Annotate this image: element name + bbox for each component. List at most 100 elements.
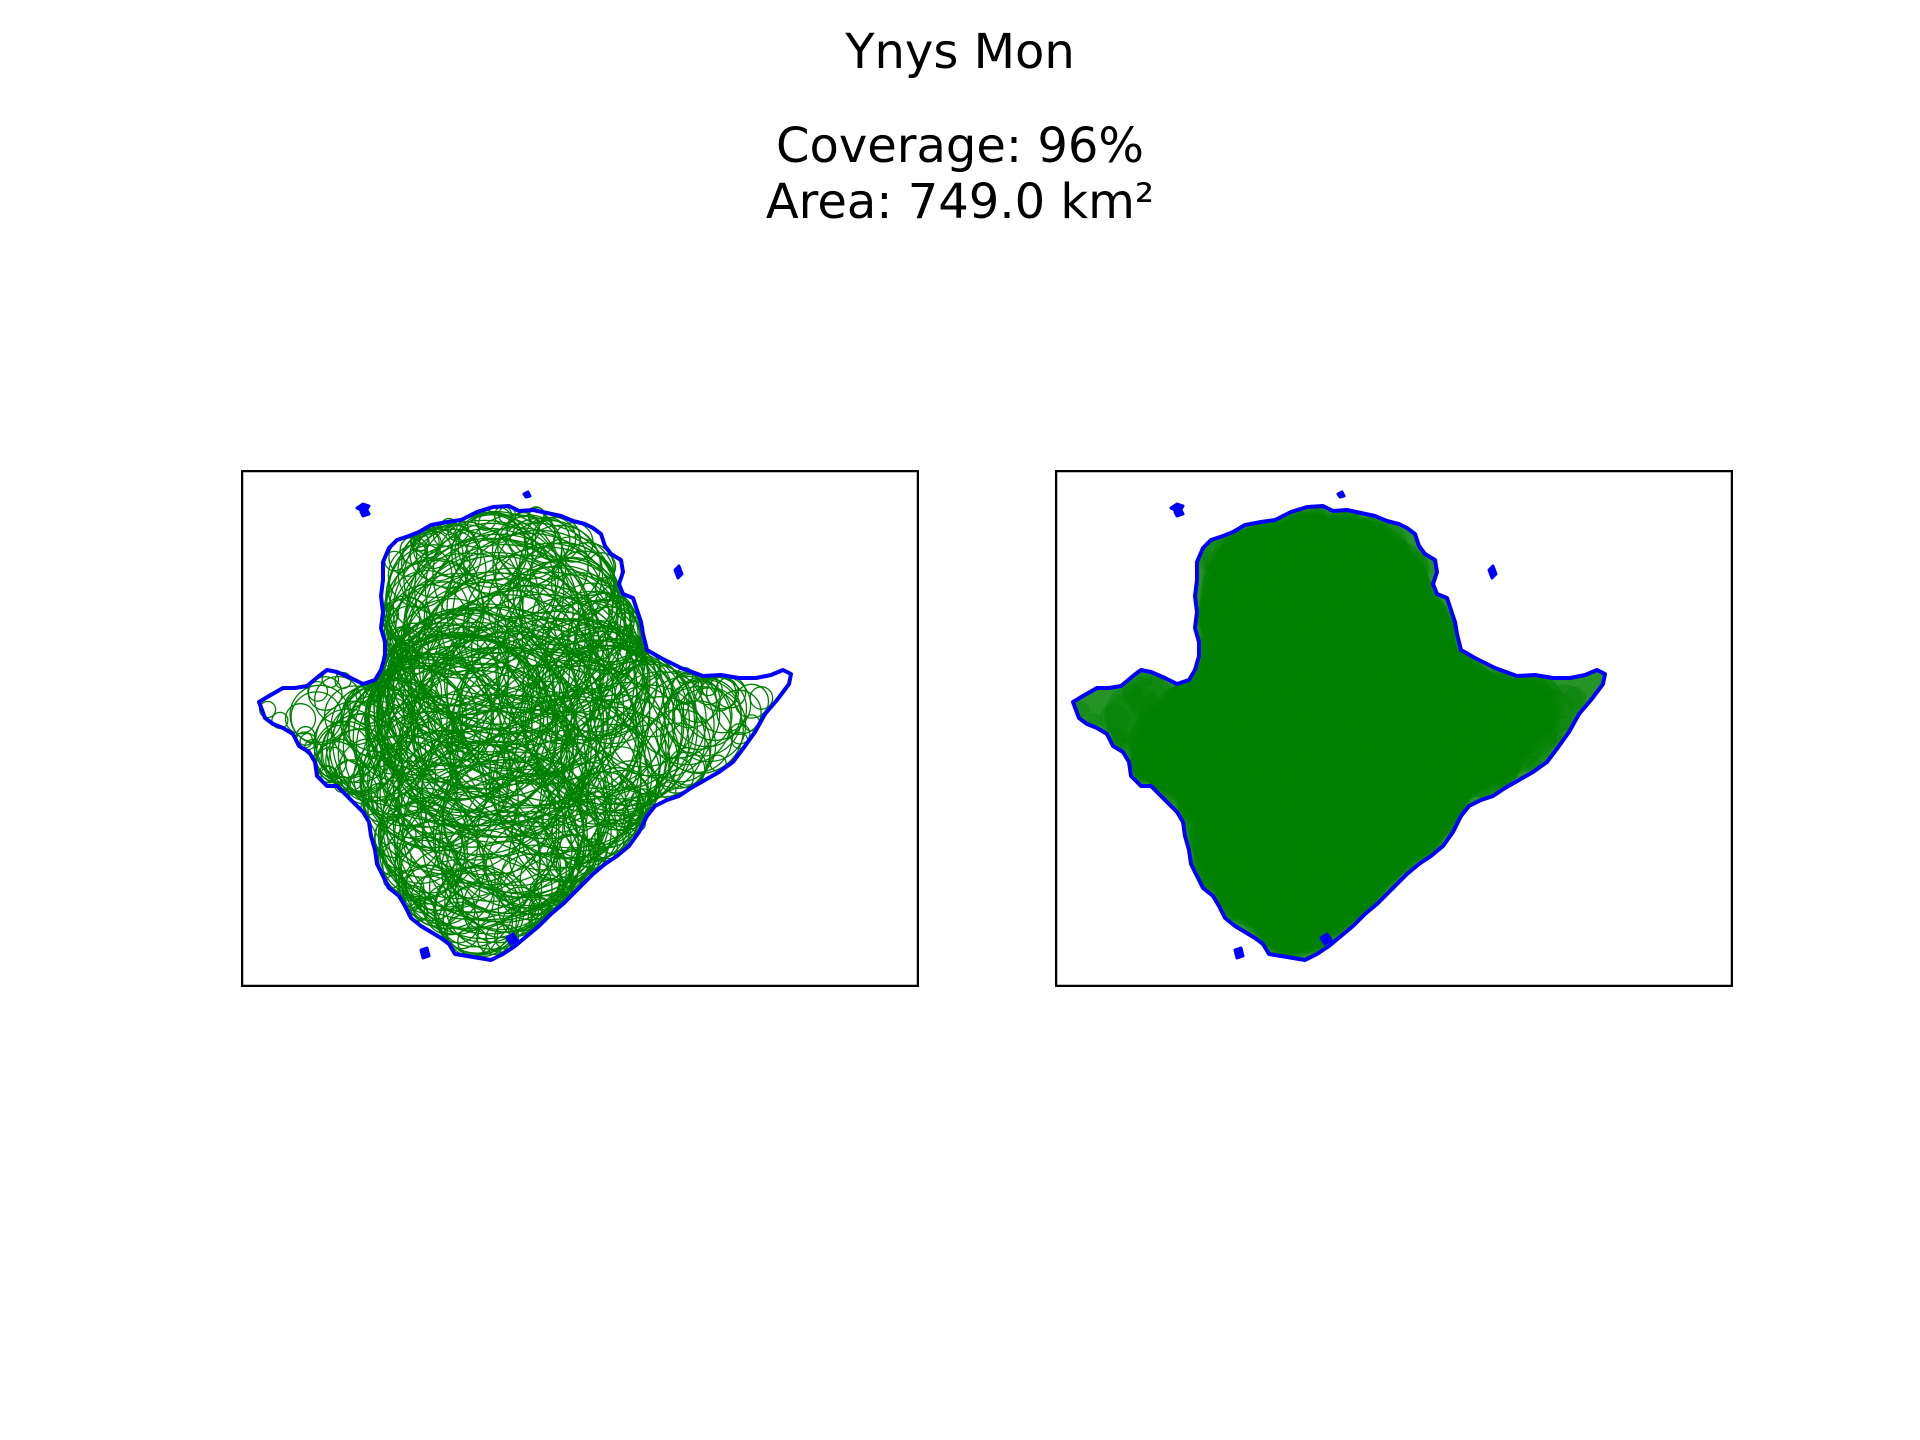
coverage-fill	[1073, 506, 1605, 960]
coverage-disc	[1350, 624, 1464, 738]
coverage-disc	[1198, 570, 1283, 655]
coverage-disc	[1203, 623, 1254, 674]
coverage-disc	[1365, 551, 1430, 615]
coverage-disc	[1170, 664, 1340, 835]
coverage-disc	[1140, 695, 1246, 801]
coverage-disc	[1413, 654, 1486, 727]
coverage-circle	[544, 626, 658, 740]
coverage-disc	[1201, 622, 1313, 735]
islet-outline	[505, 932, 519, 946]
coverage-disc	[1310, 597, 1458, 745]
coverage-disc	[1224, 533, 1243, 552]
coverage-disc	[1206, 603, 1392, 789]
coverage-disc	[1266, 823, 1375, 933]
coverage-disc	[1156, 685, 1231, 759]
coverage-disc	[1181, 711, 1322, 851]
coverage-disc	[1135, 714, 1215, 794]
coverage-disc	[1114, 733, 1130, 750]
coverage-disc	[1204, 573, 1337, 706]
coverage-disc	[1191, 730, 1333, 871]
coverage-disc	[1202, 544, 1294, 636]
coverage-disc	[1217, 521, 1333, 637]
coverage-disc	[1192, 842, 1226, 876]
coverage-disc	[1187, 625, 1346, 783]
coverage-disc	[1321, 665, 1483, 827]
coverage-circle	[459, 617, 651, 809]
coverage-circle	[434, 769, 579, 915]
coverage-disc	[1162, 680, 1256, 775]
coverage-disc	[1433, 637, 1459, 663]
coverage-disc	[1234, 707, 1425, 898]
coverage-disc	[1197, 664, 1388, 855]
coverage-disc	[1145, 685, 1228, 768]
coverage-disc	[1399, 713, 1492, 806]
coverage-disc	[1314, 845, 1385, 915]
coverage-disc	[1309, 560, 1446, 698]
coverage-disc	[1507, 676, 1537, 705]
coverage-circle	[405, 527, 574, 696]
coverage-disc	[1170, 683, 1192, 706]
coverage-disc	[1190, 653, 1308, 770]
coverage-disc	[1138, 686, 1198, 745]
coverage-disc	[1342, 897, 1365, 919]
coverage-disc	[1212, 875, 1238, 901]
coverage-circle	[360, 798, 378, 816]
coverage-disc	[1230, 523, 1295, 588]
coverage-disc	[1388, 850, 1413, 875]
coverage-circle	[560, 694, 680, 814]
coverage-disc	[1402, 832, 1432, 862]
coverage-disc	[1193, 634, 1358, 799]
coverage-disc	[1367, 522, 1407, 563]
coverage-disc	[1152, 690, 1278, 815]
coverage-disc	[1428, 799, 1459, 830]
coverage-disc	[1365, 834, 1411, 880]
coverage-disc	[1436, 800, 1461, 825]
coverage-disc	[1380, 682, 1503, 806]
coverage-disc	[1149, 759, 1184, 795]
coverage-disc	[1224, 873, 1277, 926]
coverage-disc	[1225, 594, 1416, 785]
coverage-disc	[1424, 696, 1525, 798]
coverage-disc	[1155, 681, 1226, 752]
coverage-disc	[1128, 721, 1191, 784]
coverage-disc	[1391, 838, 1421, 869]
coverage-disc	[1405, 826, 1438, 859]
coverage-disc	[1229, 530, 1254, 555]
coverage-disc	[1257, 885, 1327, 956]
coverage-disc	[1130, 741, 1172, 782]
coverage-disc	[1543, 723, 1564, 744]
coverage-disc	[1136, 713, 1214, 792]
coverage-circle	[585, 712, 679, 806]
coverage-disc	[1225, 905, 1242, 922]
coverage-disc	[1188, 816, 1231, 858]
coverage-disc	[1408, 664, 1521, 776]
coverage-circle	[398, 646, 590, 839]
coverage-disc	[1213, 647, 1404, 838]
coverage-disc	[1337, 645, 1489, 797]
coverage-disc	[1202, 537, 1242, 577]
coverage-disc	[1261, 520, 1283, 542]
coverage-disc	[1385, 626, 1459, 700]
coverage-disc	[1490, 678, 1535, 723]
coverage-disc	[1175, 694, 1356, 875]
coverage-disc	[1198, 551, 1219, 571]
coverage-disc	[1400, 767, 1463, 830]
coverage-disc	[1110, 726, 1129, 746]
coverage-disc	[1225, 632, 1416, 823]
coverage-circle	[374, 805, 441, 872]
coverage-disc	[1438, 818, 1455, 835]
coverage-disc	[1176, 782, 1216, 823]
coverage-disc	[1179, 653, 1306, 780]
coverage-disc	[1201, 553, 1364, 715]
coverage-circle	[655, 685, 744, 775]
coverage-disc	[1238, 883, 1289, 935]
coverage-disc	[1197, 599, 1234, 637]
coverage-disc	[1193, 801, 1276, 884]
coverage-disc	[1105, 691, 1156, 743]
coverage-disc	[1121, 681, 1142, 702]
coverage-disc	[1192, 764, 1335, 907]
coverage-disc	[1323, 814, 1405, 896]
coverage-circle	[523, 516, 571, 564]
coverage-circle	[392, 729, 585, 921]
coverage-disc	[1399, 606, 1455, 662]
